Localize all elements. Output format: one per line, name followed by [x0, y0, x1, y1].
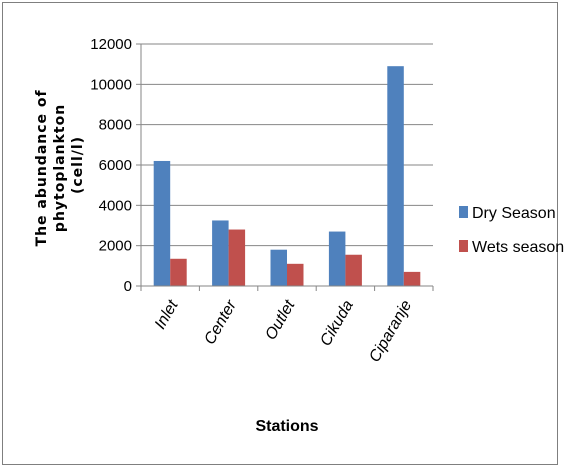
y-tick-label: 12000: [90, 36, 132, 53]
bar-ciparanje-wet: [403, 271, 421, 286]
x-tick-label: Inlet: [152, 297, 182, 332]
bar-inlet-wet: [170, 258, 187, 286]
y-tick-label: 10000: [90, 76, 132, 93]
legend-label-wet: Wets season: [472, 239, 564, 256]
y-axis-label-line-1: The abundance of: [34, 89, 50, 246]
y-tick-label: 8000: [99, 117, 132, 134]
x-tick-label: Cikuda: [317, 297, 357, 349]
x-tick-label: Outlet: [262, 297, 298, 343]
gridlines: [141, 43, 433, 247]
bar-inlet-dry: [153, 160, 171, 286]
chart-frame: [2, 2, 558, 465]
y-tick-label: 4000: [99, 197, 132, 214]
bar-center-dry: [212, 220, 229, 286]
x-axis-label: Stations: [255, 418, 318, 435]
legend: Dry Season Wets season: [459, 205, 564, 256]
bar-cikuda-dry: [328, 231, 346, 286]
y-tick-label: 6000: [99, 157, 132, 174]
y-axis-ticks: 0 2000 4000 6000 8000 10000 12000: [90, 36, 141, 295]
x-tick-label: Center: [201, 297, 240, 348]
y-axis-label: The abundance of phytoplankton (cell/l): [34, 84, 86, 247]
y-axis-label-line-2: phytoplankton: [52, 104, 68, 232]
x-axis-ticks: Inlet Center Outlet Cikuda Ciparanje: [140, 286, 434, 365]
bar-outlet-dry: [270, 249, 287, 286]
y-tick-label: 2000: [99, 238, 132, 255]
bar-cikuda-wet: [345, 254, 362, 286]
legend-swatch-dry: [459, 206, 468, 218]
bar-outlet-wet: [287, 263, 304, 286]
x-tick-label: Ciparanje: [366, 297, 415, 365]
legend-swatch-wet: [459, 240, 468, 252]
y-tick-label: 0: [124, 278, 132, 295]
y-axis-label-line-3: (cell/l): [70, 136, 86, 194]
bars: [153, 66, 421, 286]
bar-center-wet: [228, 229, 246, 286]
legend-label-dry: Dry Season: [472, 205, 556, 222]
bar-ciparanje-dry: [387, 66, 404, 286]
